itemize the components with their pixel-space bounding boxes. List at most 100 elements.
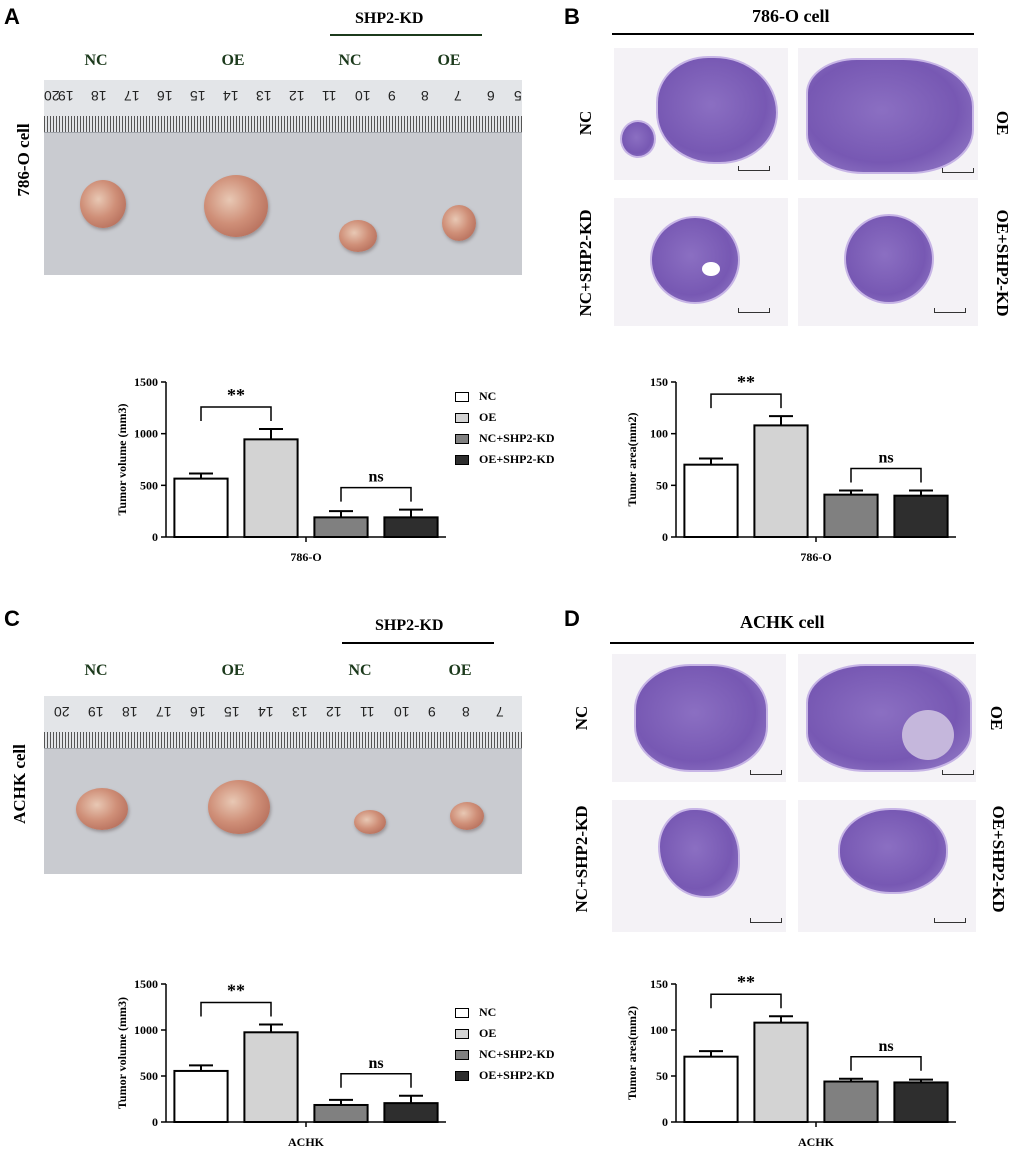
legend-swatch: [455, 1028, 469, 1039]
significance-label: ns: [878, 450, 893, 467]
significance-bracket: [200, 406, 272, 422]
legend-item: NC+SHP2-KD: [455, 428, 555, 449]
y-axis-label: Tumor area(mm2): [625, 1006, 639, 1100]
group-label-nc: NC: [84, 52, 108, 69]
y-axis-label: Tumor volume (mm3): [115, 404, 129, 516]
shp2-kd-line-c: [342, 642, 494, 644]
histology-nc-kd-b: [614, 198, 788, 326]
legend-a: NC OE NC+SHP2-KD OE+SHP2-KD: [455, 386, 555, 470]
legend-item: OE: [455, 1023, 555, 1044]
left-label-b-bottom: NC+SHP2-KD: [576, 209, 595, 317]
title-line-b: [612, 33, 974, 35]
tumor-photo-a: 20 19 18 17 16 15 14 13 12 11 10 9 8 7 6…: [44, 80, 522, 275]
shp2-kd-label-c: SHP2-KD: [375, 617, 444, 634]
right-label-b-top: OE: [993, 110, 1012, 136]
chart-d: 0 50 100 150 ACHK Tumor area(mm2) ** ns: [625, 972, 956, 1149]
significance-label: ns: [878, 1038, 893, 1055]
x-label: 786-O: [800, 550, 831, 564]
y-tick-label: 0: [662, 1115, 668, 1129]
tumor-oe-c: [208, 780, 270, 834]
tumor-photo-c: 20 19 18 17 16 15 14 13 12 11 10 9 8 7: [44, 696, 522, 874]
legend-item: NC+SHP2-KD: [455, 1044, 555, 1065]
bar-oe-shp2-kd: [383, 1102, 439, 1123]
bar-nc-shp2-kd: [313, 1103, 369, 1123]
y-tick-label: 100: [650, 1023, 668, 1037]
y-tick-label: 50: [656, 1069, 668, 1083]
panel-letter-d: D: [564, 606, 580, 631]
y-tick-label: 1000: [134, 1023, 158, 1037]
bar-nc: [173, 477, 229, 539]
significance-bracket: [850, 1056, 922, 1071]
bar-oe: [753, 424, 809, 538]
legend-item: NC: [455, 386, 555, 407]
y-axis-label: Tumor area(mm2): [625, 412, 639, 506]
group-label-oe: OE: [221, 52, 245, 69]
title-d: ACHK cell: [740, 612, 825, 632]
bar-oe: [243, 438, 299, 538]
chart-a: 0 500 1000 1500 786-O Tumor volume (mm3) ** ns: [115, 375, 446, 564]
right-label-b-bottom: OE+SHP2-KD: [993, 209, 1012, 317]
x-label: ACHK: [798, 1135, 835, 1149]
significance-bracket: [710, 993, 782, 1009]
group-label-nc-c: NC: [84, 662, 108, 679]
histology-nc-kd-d: [612, 800, 786, 932]
y-tick-label: 150: [650, 977, 668, 991]
histology-oe-d: [798, 654, 976, 782]
legend-swatch: [455, 1070, 469, 1081]
tumor-nc-c: [76, 788, 128, 830]
histology-nc-b: [614, 48, 788, 180]
panel-letter-c: C: [4, 606, 20, 631]
legend-item: OE: [455, 407, 555, 428]
scale-bar: [738, 166, 770, 171]
bar-oe-shp2-kd: [893, 494, 949, 538]
bar-nc-shp2-kd: [823, 1080, 879, 1123]
legend-swatch: [455, 433, 469, 444]
ruler: 20 19 18 17 16 15 14 13 12 11 10 9 8 7 6…: [44, 80, 522, 133]
panel-letter-b: B: [564, 4, 580, 29]
left-label-b-top: NC: [576, 110, 595, 136]
left-label-d-top: NC: [572, 705, 591, 731]
legend-swatch: [455, 1049, 469, 1060]
legend-swatch: [455, 454, 469, 465]
significance-label: **: [737, 372, 755, 392]
tumor-oe-kd-c: [450, 802, 484, 830]
y-tick-label: 0: [152, 1115, 158, 1129]
y-tick-label: 500: [140, 1069, 158, 1083]
histology-oe-kd-b: [798, 198, 978, 326]
y-tick-label: 1500: [134, 375, 158, 389]
histology-oe-kd-d: [798, 800, 976, 932]
tumor-nc-kd-c: [354, 810, 386, 834]
y-tick-label: 500: [140, 478, 158, 492]
bar-nc: [683, 463, 739, 538]
y-tick-label: 150: [650, 375, 668, 389]
legend-item: NC: [455, 1002, 555, 1023]
panel-letter-a: A: [4, 4, 20, 29]
side-label-a: 786-O cell: [14, 123, 33, 197]
x-label: ACHK: [288, 1135, 325, 1149]
tumor-nc-kd: [339, 220, 377, 252]
side-label-c: ACHK cell: [10, 744, 29, 824]
histology-oe-b: [798, 48, 978, 180]
significance-label: **: [227, 385, 245, 405]
chart-b: 0 50 100 150 786-O Tumor area(mm2) ** ns: [625, 372, 956, 564]
bar-oe: [243, 1031, 299, 1123]
bar-nc: [683, 1055, 739, 1123]
group-label-oe-kd: OE: [437, 52, 461, 69]
legend-c: NC OE NC+SHP2-KD OE+SHP2-KD: [455, 1002, 555, 1086]
y-tick-label: 0: [662, 530, 668, 544]
bar-oe-shp2-kd: [383, 516, 439, 539]
group-label-nc-kd: NC: [338, 52, 362, 69]
right-label-d-bottom: OE+SHP2-KD: [989, 805, 1008, 913]
bar-oe-shp2-kd: [893, 1081, 949, 1124]
y-tick-label: 1500: [134, 977, 158, 991]
bar-nc-shp2-kd: [313, 516, 369, 539]
significance-bracket: [710, 393, 782, 409]
legend-swatch: [455, 412, 469, 423]
tumor-oe-kd: [442, 205, 476, 241]
chart-c: 0 500 1000 1500 ACHK Tumor volume (mm3) ** ns: [115, 977, 446, 1149]
y-tick-label: 100: [650, 427, 668, 441]
title-b: 786-O cell: [752, 6, 830, 26]
significance-bracket: [340, 1073, 412, 1088]
y-tick-label: 1000: [134, 427, 158, 441]
significance-label: **: [737, 972, 755, 992]
